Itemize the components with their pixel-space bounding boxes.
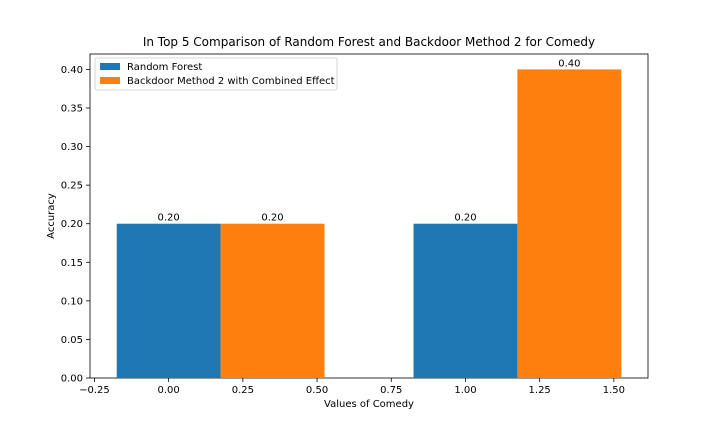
y-tick-label: 0.35 bbox=[61, 104, 83, 115]
y-axis: 0.00 0.05 0.10 0.15 0.20 0.25 0.30 0.35 0.40 bbox=[61, 65, 90, 385]
bar-random-forest-0 bbox=[116, 223, 221, 378]
bar-value-label: 0.20 bbox=[158, 213, 180, 224]
y-tick-label: 0.00 bbox=[61, 374, 83, 385]
legend-swatch bbox=[100, 63, 120, 70]
x-tick-label: 0.25 bbox=[232, 385, 254, 396]
legend: Random Forest Backdoor Method 2 with Comb… bbox=[94, 57, 338, 91]
x-tick-label: 1.50 bbox=[603, 385, 625, 396]
bar-labels: 0.20 0.20 0.20 0.40 bbox=[158, 58, 581, 223]
y-tick-label: 0.30 bbox=[61, 142, 83, 153]
y-tick-label: 0.10 bbox=[61, 296, 83, 307]
bar-random-forest-1 bbox=[413, 223, 518, 378]
chart-title: In Top 5 Comparison of Random Forest and… bbox=[143, 35, 595, 49]
x-tick-label: 1.00 bbox=[454, 385, 476, 396]
axes-frame bbox=[89, 53, 649, 379]
x-axis-label: Values of Comedy bbox=[324, 399, 414, 410]
legend-swatch bbox=[100, 77, 120, 84]
y-axis-label: Accuracy bbox=[46, 193, 57, 239]
legend-entry: Random Forest bbox=[127, 62, 202, 73]
y-tick-label: 0.25 bbox=[61, 181, 83, 192]
y-tick-label: 0.20 bbox=[61, 219, 83, 230]
bars bbox=[116, 69, 622, 378]
bar-value-label: 0.20 bbox=[454, 213, 476, 224]
x-tick-label: 0.75 bbox=[380, 385, 402, 396]
x-tick-label: 1.25 bbox=[529, 385, 551, 396]
bar-value-label: 0.20 bbox=[261, 213, 283, 224]
y-tick-label: 0.40 bbox=[61, 65, 83, 76]
legend-entry: Backdoor Method 2 with Combined Effect bbox=[127, 76, 335, 87]
bar-value-label: 0.40 bbox=[558, 58, 580, 69]
y-tick-label: 0.05 bbox=[61, 335, 83, 346]
legend-box bbox=[94, 57, 338, 91]
x-tick-label: −0.25 bbox=[79, 385, 110, 396]
x-tick-label: 0.50 bbox=[306, 385, 328, 396]
y-tick-label: 0.15 bbox=[61, 258, 83, 269]
x-axis: −0.25 0.00 0.25 0.50 0.75 1.00 1.25 1.50 bbox=[79, 378, 625, 396]
bar-backdoor-method-2-1 bbox=[517, 69, 622, 378]
plot-area bbox=[89, 53, 649, 379]
x-tick-label: 0.00 bbox=[158, 385, 180, 396]
bar-backdoor-method-2-0 bbox=[220, 223, 325, 378]
